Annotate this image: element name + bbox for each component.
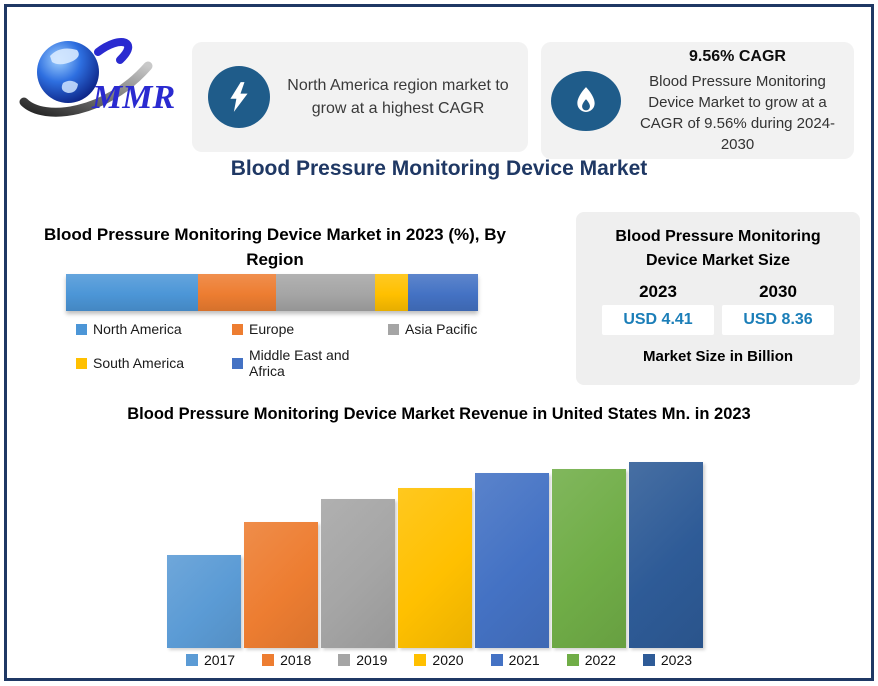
legend-swatch-icon bbox=[262, 654, 275, 666]
legend-swatch-icon bbox=[338, 654, 351, 666]
region-legend-item-europe: Europe bbox=[232, 321, 388, 337]
page-title: Blood Pressure Monitoring Device Market bbox=[230, 157, 648, 180]
market-size-footer: Market Size in Billion bbox=[642, 348, 794, 365]
market-size-2023-value: USD 4.41 bbox=[602, 305, 714, 335]
legend-swatch-icon bbox=[76, 323, 87, 335]
legend-label: South America bbox=[93, 355, 185, 371]
region-legend: North America Europe Asia Pacific South Ame… bbox=[76, 321, 516, 379]
market-size-2030-value: USD 8.36 bbox=[722, 305, 834, 335]
flame-icon bbox=[551, 70, 621, 131]
legend-label: North America bbox=[93, 321, 182, 337]
region-chart-title: Blood Pressure Monitoring Device Market … bbox=[44, 225, 506, 269]
revenue-bar-2022 bbox=[552, 469, 626, 648]
region-legend-item-asia-pacific: Asia Pacific bbox=[388, 321, 516, 337]
region-segment-north-america bbox=[66, 274, 198, 311]
year-legend-item-2022: 2022 bbox=[566, 652, 616, 668]
mmr-logo: MMR bbox=[18, 22, 193, 128]
legend-label: 2022 bbox=[584, 652, 616, 668]
callout-north-america: North America region market to grow at a… bbox=[192, 42, 528, 152]
legend-swatch-icon bbox=[490, 654, 503, 666]
legend-swatch-icon bbox=[232, 357, 243, 369]
market-size-values: USD 4.41 USD 8.36 bbox=[576, 305, 860, 335]
legend-label: 2021 bbox=[508, 652, 540, 668]
market-size-years: 2023 2030 bbox=[576, 282, 860, 302]
legend-swatch-icon bbox=[642, 654, 655, 666]
legend-label: 2023 bbox=[660, 652, 693, 668]
revenue-bar-2017 bbox=[167, 555, 241, 648]
legend-swatch-icon bbox=[232, 323, 243, 335]
legend-label: Asia Pacific bbox=[405, 321, 478, 337]
globe-icon: MMR bbox=[19, 38, 175, 117]
revenue-bar-2020 bbox=[398, 488, 472, 648]
region-stacked-bar bbox=[66, 274, 478, 311]
callout-cagr: 9.56% CAGR Blood Pressure Monitoring Dev… bbox=[541, 42, 854, 159]
us-revenue-chart-title: Blood Pressure Monitoring Device Market … bbox=[127, 405, 751, 423]
year-legend-item-2021: 2021 bbox=[490, 652, 540, 668]
region-legend-item-north-america: North America bbox=[76, 321, 232, 337]
market-size-title: Blood Pressure Monitoring Device Market … bbox=[615, 228, 821, 269]
legend-swatch-icon bbox=[414, 654, 427, 666]
us-revenue-legend: 2017 2018 2019 2020 2021 2022 2023 bbox=[0, 652, 878, 668]
region-segment-asia-pacific bbox=[276, 274, 375, 311]
market-size-card: Blood Pressure Monitoring Device Market … bbox=[576, 212, 860, 385]
lightning-icon bbox=[208, 66, 270, 128]
callout-north-america-text: North America region market to grow at a… bbox=[287, 76, 509, 117]
legend-swatch-icon bbox=[388, 323, 399, 335]
year-legend-item-2017: 2017 bbox=[185, 652, 236, 668]
legend-label: 2019 bbox=[356, 652, 388, 668]
region-segment-middle-east-and-africa bbox=[407, 274, 478, 311]
legend-label: 2017 bbox=[203, 652, 236, 668]
legend-swatch-icon bbox=[566, 654, 579, 666]
region-segment-south-america bbox=[375, 274, 408, 311]
logo-text: MMR bbox=[91, 79, 175, 116]
callout-cagr-text: Blood Pressure Monitoring Device Market … bbox=[639, 72, 836, 153]
page-border bbox=[4, 4, 874, 681]
year-legend-item-2018: 2018 bbox=[262, 652, 311, 668]
legend-swatch-icon bbox=[185, 654, 198, 666]
region-segment-europe bbox=[197, 274, 277, 311]
year-2023-label: 2023 bbox=[639, 282, 677, 301]
callout-cagr-body: 9.56% CAGR Blood Pressure Monitoring Dev… bbox=[631, 46, 844, 154]
region-legend-item-middle-east-and-africa: Middle East and Africa bbox=[232, 347, 388, 379]
legend-label: Middle East and Africa bbox=[249, 347, 350, 379]
revenue-bar-2019 bbox=[321, 499, 395, 648]
us-revenue-bars bbox=[167, 462, 703, 648]
year-legend-item-2023: 2023 bbox=[642, 652, 693, 668]
revenue-bar-2018 bbox=[244, 521, 318, 648]
legend-label: 2018 bbox=[280, 652, 312, 668]
legend-label: Europe bbox=[249, 321, 295, 337]
year-2030-label: 2030 bbox=[759, 282, 797, 301]
revenue-bar-2021 bbox=[475, 473, 549, 648]
cagr-heading: 9.56% CAGR bbox=[689, 48, 786, 66]
legend-swatch-icon bbox=[76, 357, 87, 369]
legend-label: 2020 bbox=[432, 652, 464, 668]
year-legend-item-2019: 2019 bbox=[338, 652, 387, 668]
year-legend-item-2020: 2020 bbox=[414, 652, 464, 668]
region-legend-item-south-america: South America bbox=[76, 347, 232, 379]
revenue-bar-2023 bbox=[629, 462, 703, 648]
